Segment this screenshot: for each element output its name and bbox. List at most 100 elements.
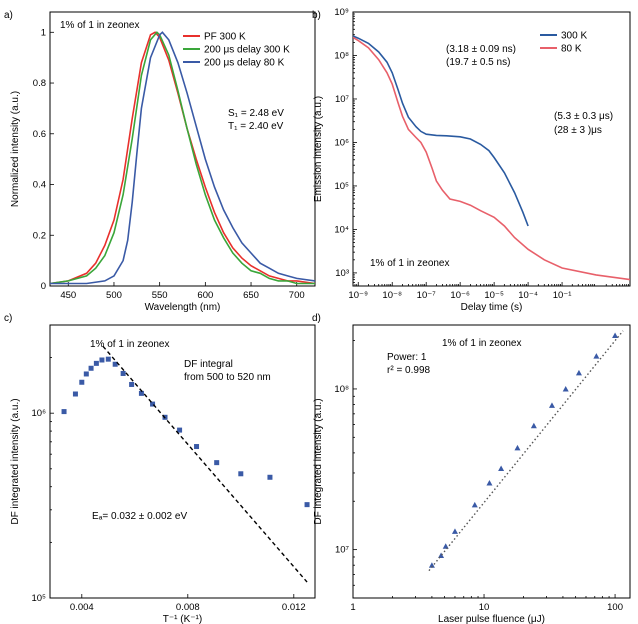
fit-line — [102, 345, 308, 583]
series-line-pf-300-k — [50, 31, 315, 285]
data-point — [562, 385, 569, 392]
data-point — [72, 391, 78, 397]
y-tick-label: 0.2 — [33, 230, 46, 241]
x-tick-label: 0.012 — [282, 602, 306, 613]
panel-label: a) — [4, 10, 13, 21]
legend-entry: 200 μs delay 80 K — [204, 58, 285, 69]
data-point — [129, 381, 135, 387]
data-point — [238, 471, 244, 477]
data-point — [105, 356, 111, 362]
annotation-df-integral: DF integral — [184, 359, 233, 370]
x-tick-label: 10⁻⁴ — [518, 290, 538, 301]
y-tick-label: 10⁸ — [334, 50, 349, 61]
panel-b: b) 10⁻⁹ 10⁻⁸ 10⁻⁷ 10⁻⁶ 10⁻⁵ 10⁻⁴ 10⁻¹ 10³ 10⁴ 10⁵ 1… — [312, 7, 631, 313]
data-point — [150, 401, 156, 407]
y-tick-label: 0.8 — [33, 78, 46, 89]
x-tick-label: 0.004 — [70, 602, 94, 613]
data-point — [88, 365, 94, 371]
data-point — [612, 332, 619, 339]
y-tick-label: 10⁵ — [31, 593, 46, 604]
sample-label: 1% of 1 in zeonex — [370, 258, 450, 269]
annotation-tau2: (19.7 ± 0.5 ns) — [446, 57, 510, 68]
data-point — [304, 502, 310, 508]
y-tick-label: 10⁹ — [334, 7, 349, 18]
y-axis-label: DF integrated intensity (a.u.) — [10, 398, 21, 524]
panel-a: a) 450 500 550 600 650 700 0 0.2 0.4 0.6 0.8 1 Wavele… — [4, 10, 316, 313]
chart-title: 1% of 1 in zeonex — [442, 338, 522, 349]
panel-label: d) — [312, 313, 321, 324]
y-tick-label: 0 — [41, 281, 46, 292]
x-tick-label: 10⁻⁶ — [450, 290, 470, 301]
x-tick-label: 650 — [243, 290, 259, 301]
plot-frame — [49, 11, 316, 287]
series-line-200-s-delay-80-k — [50, 31, 315, 285]
y-tick-label: 0.4 — [33, 180, 46, 191]
data-point — [428, 562, 435, 568]
panel-d: d) 1 10 100 10⁷ 10⁸ Laser pulse fluence (μJ) DF… — [312, 313, 631, 624]
x-tick-label: 10⁻⁵ — [484, 290, 504, 301]
legend-entry: 300 K — [561, 31, 587, 42]
plot-area — [61, 345, 310, 583]
x-tick-label: 10⁻⁷ — [417, 290, 437, 301]
data-point — [214, 460, 220, 466]
series-line-80-k — [353, 36, 630, 281]
x-axis-label: T⁻¹ (K⁻¹) — [163, 614, 202, 624]
chart-title: 1% of 1 in zeonex — [90, 339, 170, 350]
x-tick-label: 0.008 — [176, 602, 200, 613]
data-point — [79, 379, 85, 385]
plot-frame — [49, 324, 316, 599]
panel-c: c) 0.004 0.008 0.012 10⁵ 10⁶ T⁻¹ (K⁻¹) DF integ… — [4, 313, 316, 624]
data-point — [548, 402, 555, 408]
data-point — [498, 465, 505, 471]
x-tick-label: 10⁻⁸ — [382, 290, 402, 301]
data-point — [530, 422, 537, 429]
plot-area — [428, 330, 624, 572]
annotation-tau1: (3.18 ± 0.09 ns) — [446, 44, 516, 55]
annotation-range: from 500 to 520 nm — [184, 372, 271, 383]
data-point — [575, 369, 582, 376]
data-point — [438, 552, 445, 558]
panel-label: b) — [312, 10, 321, 21]
x-axis-label: Wavelength (nm) — [145, 302, 221, 313]
x-tick-label: 1 — [350, 602, 355, 613]
y-tick-label: 1 — [41, 27, 46, 38]
series-line-300-k — [353, 35, 529, 227]
x-tick-label: 10⁻¹ — [553, 290, 572, 301]
data-point — [112, 361, 118, 367]
data-point — [99, 357, 105, 363]
y-axis-label: DF integrated intensity (a.u.) — [313, 398, 324, 524]
legend-entry: 200 μs delay 300 K — [204, 45, 290, 56]
annotation-tau4: (28 ± 3 )μs — [554, 125, 602, 136]
annotation-ea: Eₐ= 0.032 ± 0.002 eV — [92, 511, 187, 522]
x-tick-label: 100 — [607, 602, 623, 613]
data-point — [194, 444, 200, 450]
data-point — [593, 353, 600, 359]
y-tick-label: 10⁷ — [335, 545, 350, 556]
y-tick-label: 10⁸ — [334, 384, 349, 395]
plot-frame — [352, 324, 631, 599]
data-point — [138, 390, 144, 396]
annotation-tau3: (5.3 ± 0.3 μs) — [554, 111, 613, 122]
y-tick-label: 10⁵ — [334, 181, 349, 192]
x-tick-label: 450 — [60, 290, 76, 301]
x-tick-label: 500 — [106, 290, 122, 301]
x-tick-label: 700 — [289, 290, 305, 301]
x-tick-label: 550 — [152, 290, 168, 301]
x-axis-label: Laser pulse fluence (μJ) — [438, 614, 545, 624]
data-point — [93, 360, 99, 366]
y-tick-label: 10⁴ — [334, 224, 349, 235]
y-axis-label: Emission intensity (a.u.) — [313, 96, 324, 202]
data-point — [486, 479, 493, 486]
panel-label: c) — [4, 313, 12, 324]
data-point — [83, 371, 89, 377]
annotation-power: Power: 1 — [387, 352, 427, 363]
x-axis-label: Delay time (s) — [461, 302, 523, 313]
chart-title: 1% of 1 in zeonex — [60, 20, 140, 31]
y-tick-label: 10⁶ — [335, 137, 350, 148]
y-tick-label: 0.6 — [33, 129, 46, 140]
annotation-r2: r² = 0.998 — [387, 365, 431, 376]
series-line-200-s-delay-300-k — [50, 31, 315, 285]
x-tick-label: 600 — [197, 290, 213, 301]
y-axis-label: Normalized intensity (a.u.) — [10, 91, 21, 207]
